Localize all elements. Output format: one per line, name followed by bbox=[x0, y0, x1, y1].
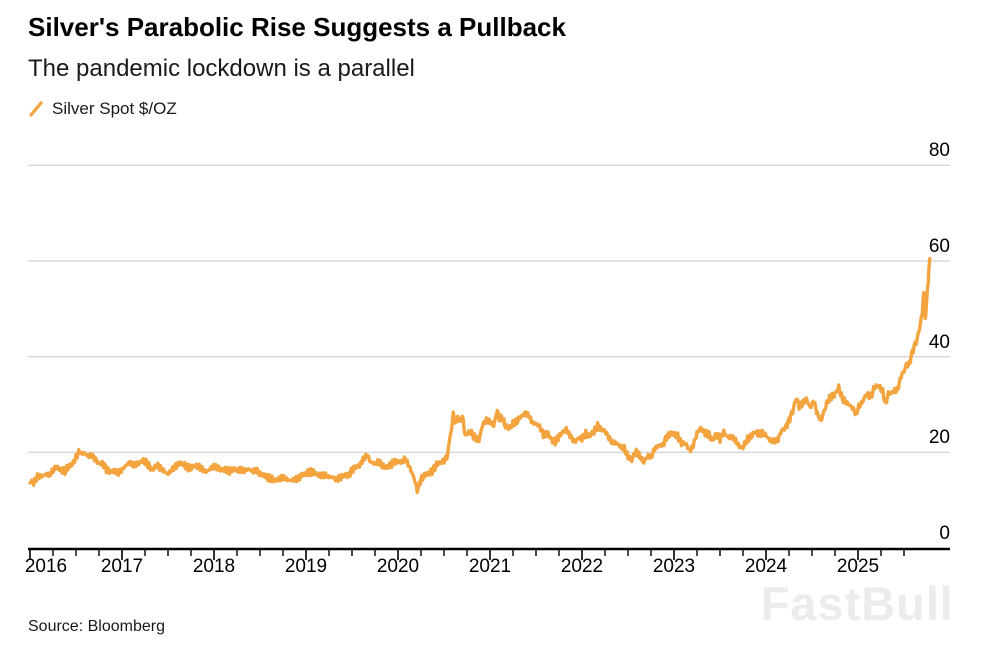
x-axis-label: 2016 bbox=[24, 556, 68, 577]
legend-slash-icon bbox=[29, 101, 43, 117]
x-axis-label: 2024 bbox=[744, 556, 788, 577]
watermark-text: FastBull bbox=[760, 577, 954, 630]
y-axis-label: 0 bbox=[939, 523, 950, 544]
legend: Silver Spot $/OZ bbox=[28, 99, 177, 119]
y-axis-label: 40 bbox=[928, 331, 950, 353]
x-axis-label: 2020 bbox=[376, 556, 420, 577]
x-axis-label: 2023 bbox=[652, 556, 696, 577]
x-axis-label: 2022 bbox=[560, 556, 604, 577]
x-axis-label: 2021 bbox=[468, 556, 512, 577]
y-axis-label: 80 bbox=[928, 140, 950, 162]
silver-price-line bbox=[28, 256, 932, 495]
chart-title: Silver's Parabolic Rise Suggests a Pullb… bbox=[28, 12, 566, 42]
legend-label: Silver Spot $/OZ bbox=[52, 99, 177, 118]
x-axis-label: 2018 bbox=[192, 556, 236, 577]
source-text: Source: Bloomberg bbox=[28, 618, 165, 635]
x-axis-label: 2025 bbox=[836, 556, 880, 577]
y-axis-label: 20 bbox=[928, 427, 950, 449]
x-axis-label: 2017 bbox=[100, 556, 144, 577]
y-axis-label: 60 bbox=[928, 235, 950, 257]
x-axis-label: 2019 bbox=[284, 556, 328, 577]
chart-subtitle: The pandemic lockdown is a parallel bbox=[28, 55, 415, 82]
